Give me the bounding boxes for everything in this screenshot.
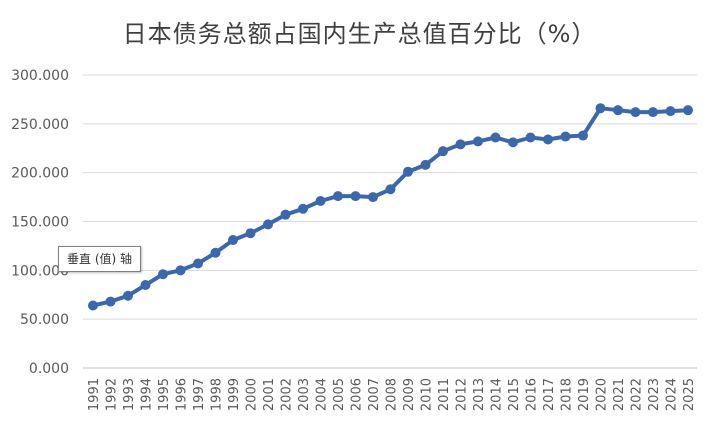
data-point bbox=[578, 130, 588, 141]
series-line bbox=[91, 106, 690, 308]
data-point bbox=[298, 203, 308, 214]
x-tick-label: 2013 bbox=[472, 378, 487, 411]
chart-title: 日本债务总额占国内生产总值百分比（%） bbox=[122, 20, 597, 48]
x-tick-label: 2023 bbox=[647, 378, 662, 411]
x-tick-label: 2001 bbox=[262, 378, 277, 411]
data-point bbox=[263, 219, 273, 230]
x-tick-label: 2022 bbox=[630, 378, 645, 411]
data-point bbox=[123, 290, 133, 301]
data-point bbox=[210, 247, 221, 258]
x-tick-label: 1996 bbox=[175, 378, 190, 411]
y-tick-label: 100.000 bbox=[11, 263, 69, 279]
x-tick-label: 1995 bbox=[157, 378, 172, 411]
data-point bbox=[473, 136, 483, 147]
data-point bbox=[490, 132, 501, 143]
x-tick-label: 1991 bbox=[87, 378, 102, 411]
y-tick-label: 300.000 bbox=[11, 68, 69, 84]
y-tick-label: 0.000 bbox=[29, 361, 69, 377]
x-tick-label: 1998 bbox=[210, 378, 225, 411]
data-point bbox=[665, 106, 676, 117]
data-point bbox=[630, 107, 641, 118]
data-point bbox=[350, 191, 361, 202]
data-point bbox=[333, 191, 343, 202]
data-point bbox=[315, 195, 326, 206]
data-point bbox=[228, 235, 238, 246]
y-tick-label: 200.000 bbox=[11, 166, 69, 182]
y-tick-label: 50.000 bbox=[20, 312, 69, 328]
x-tick-label: 2000 bbox=[245, 378, 260, 411]
x-tick-label: 2018 bbox=[560, 378, 575, 411]
data-point bbox=[175, 265, 186, 276]
x-tick-label: 2019 bbox=[577, 378, 592, 411]
x-tick-label: 1997 bbox=[192, 378, 207, 411]
data-point bbox=[613, 105, 623, 116]
axis-tooltip: 垂直 (值) 轴 bbox=[58, 246, 141, 272]
x-tick-label: 1994 bbox=[140, 378, 155, 411]
y-tick-label: 150.000 bbox=[11, 215, 69, 231]
x-tick-label: 2008 bbox=[385, 378, 400, 411]
data-point bbox=[683, 105, 693, 116]
data-point bbox=[158, 269, 168, 280]
x-tick-label: 2021 bbox=[612, 378, 627, 411]
data-point bbox=[368, 192, 378, 203]
y-tick-label: 250.000 bbox=[11, 117, 69, 133]
data-point bbox=[438, 146, 448, 157]
data-point bbox=[508, 137, 518, 148]
data-point bbox=[193, 258, 203, 269]
x-tick-label: 2002 bbox=[280, 378, 295, 411]
x-tick-label: 2020 bbox=[595, 378, 610, 411]
x-tick-label: 2024 bbox=[665, 378, 680, 411]
x-tick-label: 2014 bbox=[490, 378, 505, 411]
data-point bbox=[280, 209, 291, 220]
x-tick-label: 2012 bbox=[455, 378, 470, 411]
data-point bbox=[560, 131, 571, 142]
x-tick-label: 1992 bbox=[105, 378, 120, 411]
data-point bbox=[385, 184, 396, 195]
x-tick-label: 2016 bbox=[525, 378, 540, 411]
data-point bbox=[595, 103, 606, 114]
data-point bbox=[88, 300, 98, 311]
data-point bbox=[403, 166, 413, 177]
x-tick-label: 2006 bbox=[350, 378, 365, 411]
x-tick-label: 2009 bbox=[402, 378, 417, 411]
x-tick-label: 2003 bbox=[297, 378, 312, 411]
data-point bbox=[105, 296, 116, 307]
x-tick-label: 2007 bbox=[367, 378, 382, 411]
x-tick-label: 2004 bbox=[315, 378, 330, 411]
data-point bbox=[525, 132, 536, 143]
x-tick-label: 2005 bbox=[332, 378, 347, 411]
data-point bbox=[455, 139, 466, 150]
x-tick-label: 2017 bbox=[542, 378, 557, 411]
data-point bbox=[420, 159, 431, 170]
data-point bbox=[543, 134, 553, 145]
data-point bbox=[140, 279, 151, 290]
x-tick-label: 2025 bbox=[682, 378, 697, 411]
x-tick-label: 1993 bbox=[122, 378, 137, 411]
x-tick-label: 2011 bbox=[437, 378, 452, 411]
x-tick-label: 1999 bbox=[227, 378, 242, 411]
data-point bbox=[648, 107, 658, 118]
data-point bbox=[245, 228, 256, 239]
x-tick-label: 2010 bbox=[420, 378, 435, 411]
x-tick-label: 2015 bbox=[507, 378, 522, 411]
